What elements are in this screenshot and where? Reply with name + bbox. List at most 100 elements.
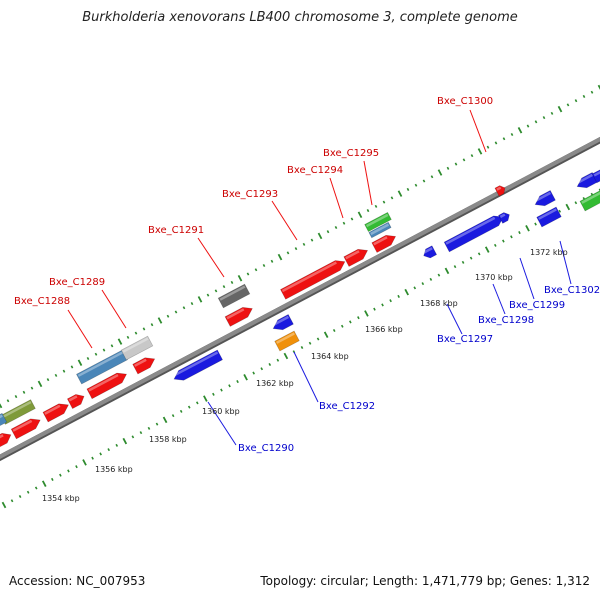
backbone-line (0, 137, 600, 459)
gene-red-arrow-highlight (496, 186, 502, 191)
gene-red-arrow-highlight (134, 358, 147, 367)
outer-ring-tick (302, 242, 306, 246)
gene-blue-arrow-highlight (271, 315, 290, 327)
chromosome-backbone (0, 136, 600, 462)
gene-steelblue-box-shape (368, 221, 392, 239)
gene-red-arrow (86, 372, 128, 400)
outer-ring-tick (237, 274, 243, 282)
outer-ring-tick (0, 403, 3, 409)
outer-ring-tick (374, 204, 378, 208)
kbp-label: 1366 kbp (365, 325, 403, 334)
inner-ring-tick (59, 473, 62, 477)
gene-steelblue-box-highlight (370, 223, 390, 236)
gene-red-arrow-highlight (0, 434, 4, 441)
outer-ring-tick (94, 352, 98, 356)
label-leader-lines (67, 109, 572, 446)
inner-ring-tick (179, 409, 183, 413)
gene-blue-arrow-highlight (172, 351, 219, 377)
inner-ring-tick (260, 367, 264, 371)
outer-ring-tick (6, 399, 10, 403)
outer-ring-tick (566, 103, 570, 107)
inner-ring-tick (139, 431, 143, 435)
gene-red-arrow-shape (132, 357, 156, 375)
leader-line-top (363, 160, 373, 206)
gene-blue-arrow (533, 190, 556, 207)
gene-red-arrow-highlight (226, 308, 245, 320)
outer-ring-tick (317, 232, 323, 240)
inner-ring-tick (283, 352, 289, 360)
outer-ring-tick (150, 323, 154, 327)
gene-red-arrow-shape (10, 418, 41, 440)
kbp-label: 1368 kbp (420, 299, 458, 308)
gene-red-arrow (132, 357, 156, 375)
gene-blue-box-shape (536, 206, 562, 228)
inner-ring-tick (565, 203, 571, 211)
kbp-label: 1370 kbp (475, 273, 513, 282)
outer-ring-tick (14, 395, 18, 399)
gene-red-arrow-highlight (88, 373, 119, 392)
outer-ring-tick (430, 175, 434, 179)
outer-ring-tick (477, 148, 483, 155)
gene-olive-box-highlight (1, 400, 32, 419)
inner-ring-tick (323, 331, 329, 338)
outer-ring-tick (357, 211, 363, 219)
gene-blue-arrow (575, 172, 598, 189)
inner-ring-tick (26, 490, 30, 494)
inner-ring-tick (82, 459, 87, 466)
outer-ring-tick (470, 154, 474, 158)
inner-ring-tick (195, 401, 199, 405)
outer-ring-tick (206, 293, 210, 297)
inner-ring-tick (340, 324, 344, 328)
gene-red-arrow-shape (224, 307, 253, 327)
gene-gray-box-shape (217, 283, 251, 309)
gene-red-arrow (494, 185, 506, 197)
gene-steelblue-box-shape (0, 412, 8, 428)
outer-ring-tick (30, 386, 34, 390)
outer-ring-tick (62, 369, 66, 373)
outer-ring-tick (366, 209, 370, 213)
inner-ring-tick (212, 392, 215, 396)
outer-ring-tick (382, 200, 386, 204)
outer-ring-tick (286, 251, 290, 255)
gene-red-arrow-highlight (12, 419, 33, 432)
inner-ring-tick (413, 286, 417, 290)
inner-ring-tick (220, 388, 223, 392)
inner-ring-tick (429, 277, 433, 281)
gene-orange-box-highlight (276, 332, 295, 344)
kbp-label: 1362 kbp (256, 379, 294, 388)
gene-red-arrow-highlight (281, 261, 337, 293)
inner-ring-tick (308, 341, 312, 345)
gene-red-arrow-highlight (68, 395, 78, 402)
outer-ring-tick (230, 280, 234, 284)
outer-ring-tick (517, 127, 523, 134)
gene-lightgray-box (120, 335, 154, 361)
outer-ring-tick (414, 183, 418, 187)
inner-ring-tick (444, 267, 450, 275)
inner-ring-tick (187, 405, 191, 409)
gene-red-arrow-shape (280, 260, 346, 300)
inner-ring-tick (332, 328, 336, 332)
outer-ring-tick (582, 94, 586, 98)
inner-ring-tick (122, 437, 128, 445)
leader-line-bottom (492, 283, 506, 315)
outer-ring-tick (262, 263, 266, 268)
outer-ring-tick (22, 390, 26, 394)
gene-red-arrow-highlight (345, 250, 360, 260)
gene-blue-arrow-shape (272, 314, 294, 331)
inner-ring-tick (461, 260, 465, 264)
outer-ring-tick (46, 378, 50, 382)
inner-ring-tick (525, 225, 530, 232)
gene-red-arrow-shape (0, 432, 12, 449)
outer-ring-tick (134, 331, 138, 335)
inner-ring-tick (477, 252, 481, 256)
inner-ring-tick (518, 231, 521, 235)
inner-ring-tick (469, 256, 473, 260)
outer-ring-tick (142, 327, 146, 331)
gene-blue-arrow (271, 314, 294, 331)
outer-ring-tick (126, 335, 130, 339)
inner-ring-tick (1, 501, 7, 509)
gene-orange-box (274, 330, 300, 352)
gene-blue-arrow-shape (423, 245, 438, 259)
outer-ring-tick (222, 285, 226, 289)
